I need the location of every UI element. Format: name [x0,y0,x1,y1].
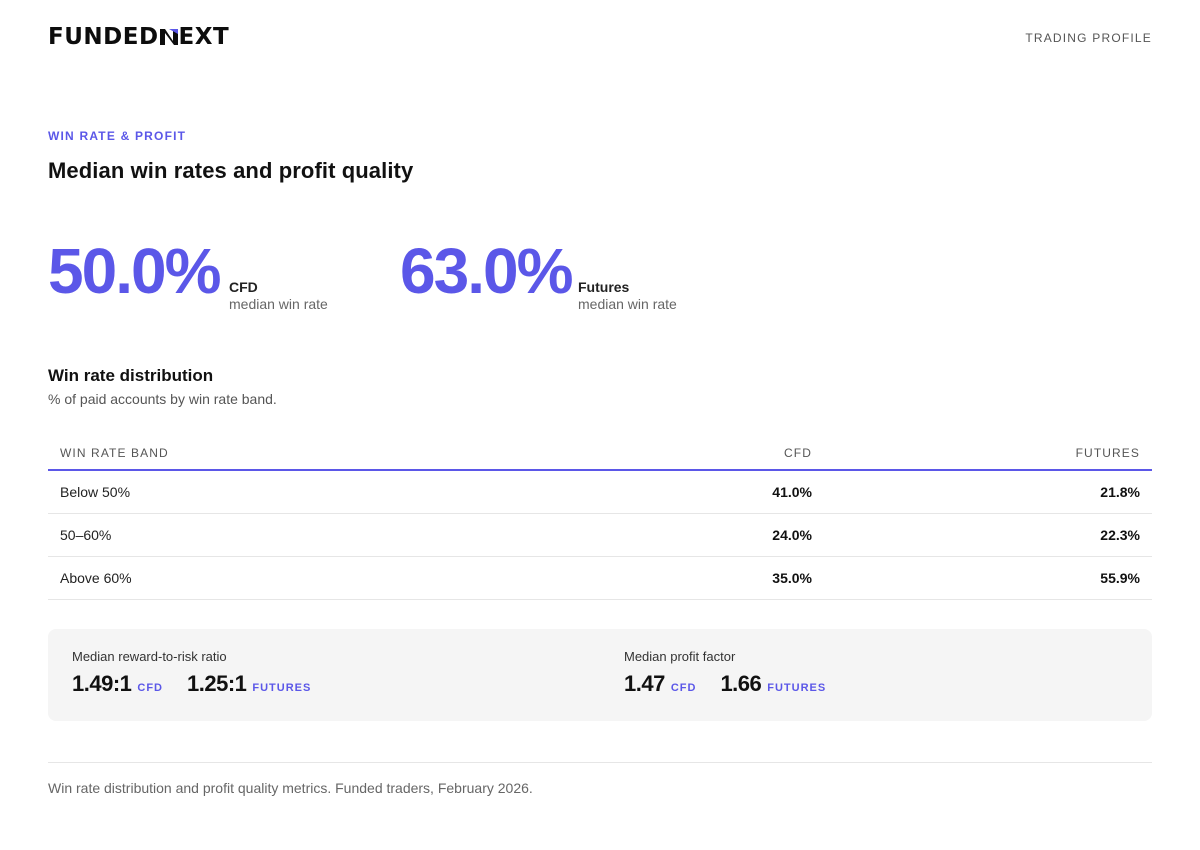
profit-quality-panel: Median reward-to-risk ratio 1.49:1 CFD 1… [48,629,1152,721]
win-rate-distribution-table: WIN RATE BAND CFD FUTURES Below 50% 41.0… [48,436,1152,600]
column-header-cfd: CFD [784,446,812,460]
metric-tag-cfd: CFD [670,682,697,694]
metric-value-futures: 1.25:1 [187,671,247,696]
futures-cell: 21.8% [1100,484,1140,500]
logo-text-part-2: EXT [178,24,230,50]
logo-text-part-1: FUNDED [48,24,159,50]
footer-divider [48,762,1152,763]
stat-sublabel: median win rate [229,296,328,312]
distribution-title: Win rate distribution [48,366,214,385]
cfd-cell: 24.0% [772,527,812,543]
metric-tag-futures: FUTURES [767,682,827,694]
cfd-cell: 41.0% [772,484,812,500]
metric-value-cfd: 1.47 [624,671,665,696]
table-row: Below 50% 41.0% 21.8% [48,471,1152,514]
band-cell: Below 50% [60,484,131,500]
section-eyebrow: WIN RATE & PROFIT [48,129,187,143]
metric-values: 1.47 CFD 1.66 FUTURES [624,671,850,697]
metric-tag-cfd: CFD [137,682,163,694]
metric-value-cfd: 1.49:1 [72,671,132,696]
footer-note: Win rate distribution and profit quality… [48,780,533,796]
page-section-label: TRADING PROFILE [1025,31,1152,45]
cfd-cell: 35.0% [772,570,812,586]
reward-to-risk-metric: Median reward-to-risk ratio 1.49:1 CFD 1… [72,649,335,697]
band-cell: 50–60% [60,527,112,543]
metric-values: 1.49:1 CFD 1.25:1 FUTURES [72,671,335,697]
header: FUNDED EXT TRADING PROFILE [48,24,1152,50]
futures-cell: 22.3% [1100,527,1140,543]
stat-value: 50.0% [48,235,221,307]
n-slash-logo-icon [159,29,178,45]
table-row: 50–60% 24.0% 22.3% [48,514,1152,557]
futures-cell: 55.9% [1100,570,1140,586]
column-header-futures: FUTURES [1075,446,1140,460]
stat-sublabel: median win rate [578,296,677,312]
stat-label: CFD [229,279,258,295]
brand-logo[interactable]: FUNDED EXT [48,24,230,50]
metric-label: Median reward-to-risk ratio [72,649,227,664]
distribution-subtitle: % of paid accounts by win rate band. [48,391,277,407]
band-cell: Above 60% [60,570,132,586]
metric-tag-futures: FUTURES [252,682,312,694]
metric-label: Median profit factor [624,649,736,664]
stat-label: Futures [578,279,630,295]
table-header: WIN RATE BAND CFD FUTURES [48,436,1152,471]
metric-value-futures: 1.66 [720,671,762,696]
table-row: Above 60% 35.0% 55.9% [48,557,1152,600]
section-title: Median win rates and profit quality [48,158,414,183]
column-header-band: WIN RATE BAND [60,446,169,460]
profit-factor-metric: Median profit factor 1.47 CFD 1.66 FUTUR… [624,649,850,697]
stat-value: 63.0% [400,235,573,307]
